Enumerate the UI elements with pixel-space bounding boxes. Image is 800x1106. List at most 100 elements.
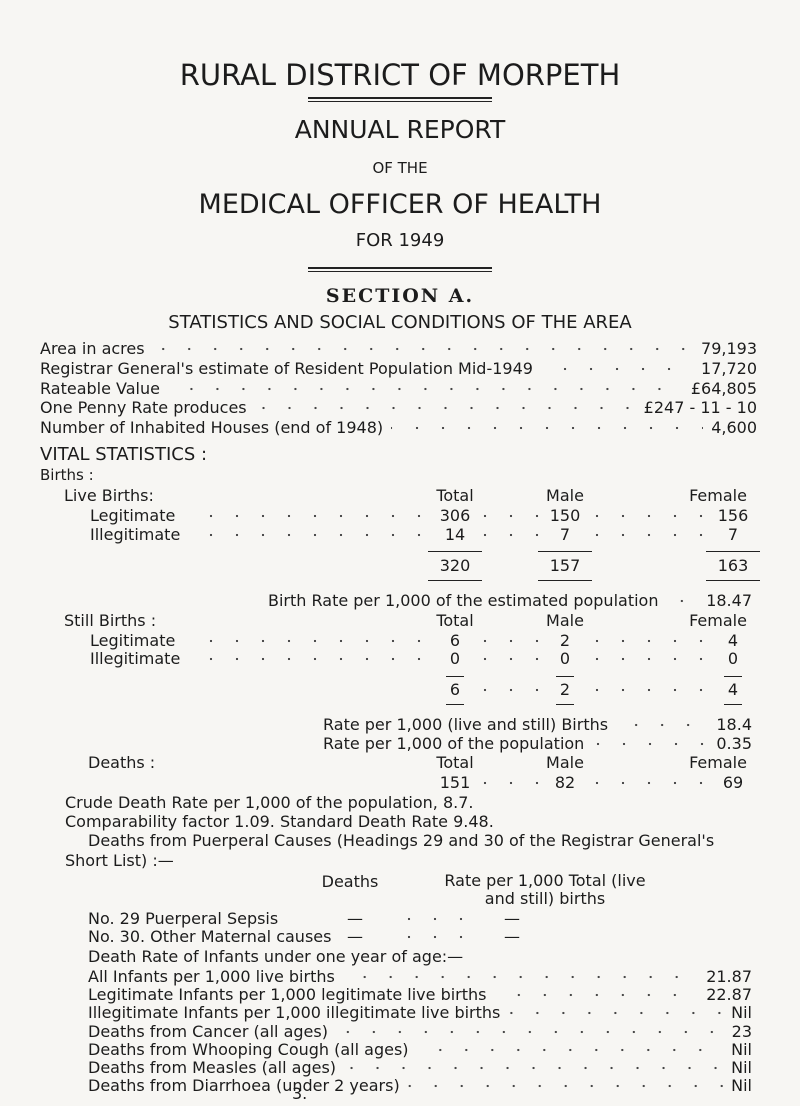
year: FOR 1949 xyxy=(355,230,445,251)
column-header: Female xyxy=(689,753,747,772)
value: 0.35 xyxy=(716,734,752,753)
dot-leader xyxy=(540,366,694,371)
infant-row: Illegitimate Infants per 1,000 illegitim… xyxy=(88,1003,752,1023)
infant-row: Legitimate Infants per 1,000 legitimate … xyxy=(88,985,752,1005)
column-header: Total xyxy=(436,486,474,505)
cell: 7 xyxy=(727,525,739,544)
group-label: Live Births: xyxy=(64,486,154,505)
dot-leader xyxy=(200,533,430,537)
value: 23 xyxy=(731,1021,752,1041)
value: 22.87 xyxy=(706,985,752,1005)
dot-leader xyxy=(395,935,475,939)
summary-row: One Penny Rate produces £247 - 11 - 10 xyxy=(40,398,757,418)
cell: 82 xyxy=(554,773,576,792)
paragraph: Deaths from Puerperal Causes (Headings 2… xyxy=(65,831,715,870)
dot-leader xyxy=(395,917,475,921)
label: Deaths from Diarrhoea (under 2 years) xyxy=(88,1076,400,1096)
rule xyxy=(556,676,574,677)
value: 21.87 xyxy=(706,967,752,986)
row-label: No. 29 Puerperal Sepsis xyxy=(88,909,279,928)
column-header: Total xyxy=(436,753,474,772)
column-header: Male xyxy=(546,611,584,630)
rule xyxy=(538,580,592,582)
rule xyxy=(308,271,492,272)
officer-title: MEDICAL OFFICER OF HEALTH xyxy=(198,189,602,220)
summary-row: Rateable Value £64,805 xyxy=(40,379,757,399)
cell: — xyxy=(504,927,520,946)
dot-leader xyxy=(508,1011,724,1016)
value: 17,720 xyxy=(701,358,757,378)
label: Registrar General's estimate of Resident… xyxy=(40,358,533,378)
label: Illegitimate Infants per 1,000 illegitim… xyxy=(88,1003,501,1023)
total: 4 xyxy=(727,680,739,699)
summary-row: Area in acres 79,193 xyxy=(40,339,757,359)
row-label: Illegitimate xyxy=(90,649,181,668)
rate-row: Rate per 1,000 of the population 0.35 xyxy=(323,734,752,754)
cell: 0 xyxy=(727,649,739,668)
label: Birth Rate per 1,000 of the estimated po… xyxy=(268,591,659,610)
report-title: ANNUAL REPORT xyxy=(294,115,506,144)
cell: — xyxy=(347,909,363,928)
dot-leader xyxy=(200,514,430,518)
rule xyxy=(706,580,760,582)
subtitle: STATISTICS AND SOCIAL CONDITIONS OF THE … xyxy=(168,312,632,333)
value: Nil xyxy=(731,1076,752,1096)
cell: 151 xyxy=(439,773,471,792)
dot-leader xyxy=(344,1066,724,1070)
label: Legitimate Infants per 1,000 legitimate … xyxy=(88,985,487,1005)
group-label: Deaths : xyxy=(88,753,156,772)
rule xyxy=(724,676,742,677)
cell: 2 xyxy=(559,631,571,650)
label: Rateable Value xyxy=(40,378,160,398)
total: 2 xyxy=(559,680,571,699)
column-header: Total xyxy=(436,611,474,630)
group-label: Still Births : xyxy=(64,611,157,630)
dot-leader xyxy=(342,975,699,979)
dot-leader xyxy=(592,514,706,518)
value: 18.4 xyxy=(716,715,752,734)
label: Area in acres xyxy=(40,339,145,358)
dot-leader xyxy=(200,657,430,661)
text-line: Death Rate of Infants under one year of … xyxy=(88,947,464,966)
rule xyxy=(308,97,492,99)
cell: 156 xyxy=(717,506,749,525)
total: 320 xyxy=(439,556,471,575)
value: 18.47 xyxy=(706,591,752,610)
rule xyxy=(724,704,742,705)
text-line: Crude Death Rate per 1,000 of the popula… xyxy=(65,793,474,812)
infant-row: Deaths from Diarrhoea (under 2 years) Nil xyxy=(88,1076,752,1096)
column-header: Rate per 1,000 Total (live and still) bi… xyxy=(444,871,646,908)
row-label: No. 30. Other Maternal causes xyxy=(88,927,332,946)
rate-row: Rate per 1,000 (live and still) Births 18… xyxy=(323,715,752,735)
dot-leader xyxy=(592,688,706,692)
section: SECTION A. xyxy=(325,285,475,307)
dot-leader xyxy=(167,386,683,391)
dot-leader xyxy=(335,1029,724,1034)
dot-leader xyxy=(482,514,540,518)
dot-leader xyxy=(482,688,540,692)
infant-row: Deaths from Whooping Cough (all ages) Nil xyxy=(88,1040,752,1060)
cell: 6 xyxy=(449,631,461,650)
title: RURAL DISTRICT OF MORPETH xyxy=(179,58,621,92)
value: Nil xyxy=(731,1039,752,1059)
value: £64,805 xyxy=(690,378,757,398)
label: One Penny Rate produces xyxy=(40,398,247,418)
births-label: Births : xyxy=(40,466,94,484)
dot-leader xyxy=(254,406,636,411)
cell: 69 xyxy=(722,773,744,792)
dot-leader xyxy=(592,657,706,661)
value: Nil xyxy=(731,1058,752,1077)
dot-leader xyxy=(494,993,699,998)
dot-leader xyxy=(482,533,540,537)
dot-leader xyxy=(407,1084,724,1089)
of-the: OF THE xyxy=(372,159,428,177)
dot-leader xyxy=(482,781,540,785)
total: 163 xyxy=(717,556,749,575)
dot-leader xyxy=(416,1047,724,1052)
section-heading: VITAL STATISTICS : xyxy=(40,444,208,465)
rate-row: Birth Rate per 1,000 of the estimated po… xyxy=(268,591,752,611)
rule xyxy=(538,551,592,553)
cell: 0 xyxy=(559,649,571,668)
cell: 306 xyxy=(439,506,471,525)
